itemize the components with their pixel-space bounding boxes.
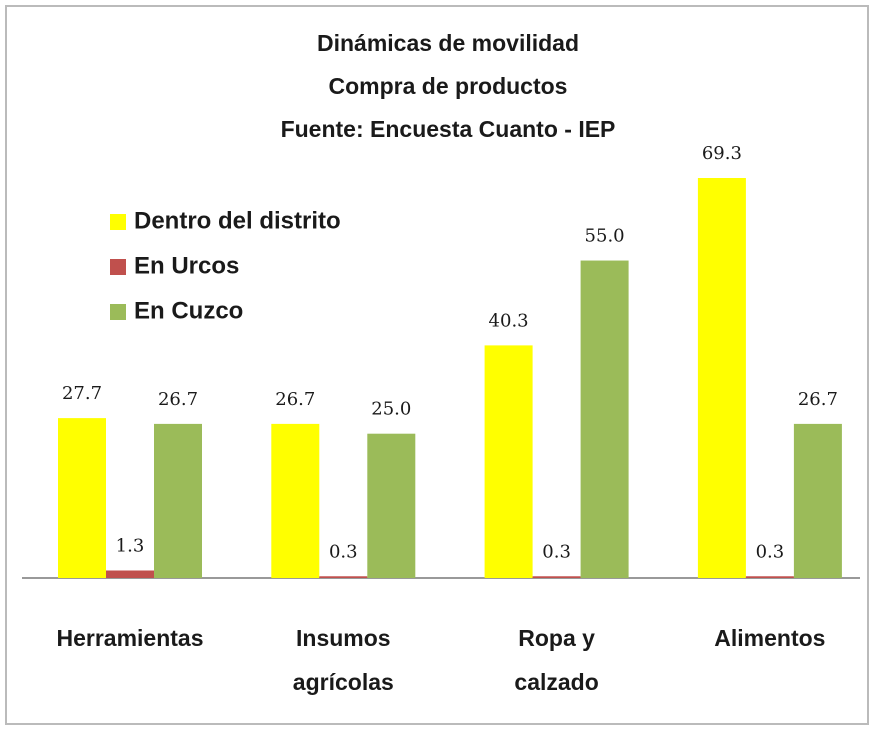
legend-swatch <box>110 259 126 275</box>
data-label: 26.7 <box>275 389 315 410</box>
data-label: 27.7 <box>62 383 102 404</box>
bar <box>793 423 842 578</box>
bar <box>580 260 629 578</box>
x-tick-label: agrícolas <box>293 669 394 695</box>
bar <box>532 576 581 578</box>
bar <box>745 576 794 578</box>
data-label: 26.7 <box>158 389 198 410</box>
legend-swatch <box>110 304 126 320</box>
x-tick-label: Herramientas <box>56 625 203 651</box>
data-label: 1.3 <box>116 535 145 556</box>
legend-swatch <box>110 214 126 230</box>
bar <box>154 423 202 578</box>
bar <box>106 570 154 578</box>
bar <box>58 418 106 578</box>
data-label: 0.3 <box>542 541 571 562</box>
data-label: 26.7 <box>798 389 838 410</box>
data-label: 25.0 <box>371 399 411 420</box>
data-label: 69.3 <box>702 143 742 164</box>
legend-label: Dentro del distrito <box>134 207 341 234</box>
bar <box>697 178 746 578</box>
bar <box>319 576 368 578</box>
x-tick-label: Insumos <box>296 625 391 651</box>
legend-label: En Cuzco <box>134 297 243 324</box>
data-label: 0.3 <box>329 541 358 562</box>
chart-title: Dinámicas de movilidad <box>317 30 579 56</box>
data-label: 55.0 <box>585 226 625 247</box>
chart-title: Compra de productos <box>329 73 568 99</box>
legend-label: En Urcos <box>134 252 239 279</box>
x-tick-label: Ropa y <box>518 625 595 651</box>
data-label: 40.3 <box>489 310 529 331</box>
x-tick-label: Alimentos <box>714 625 825 651</box>
bar <box>271 423 320 578</box>
x-tick-label: calzado <box>514 669 598 695</box>
bar <box>367 433 416 578</box>
data-label: 0.3 <box>756 541 785 562</box>
chart-title: Fuente: Encuesta Cuanto - IEP <box>281 116 616 142</box>
bar <box>484 345 533 578</box>
